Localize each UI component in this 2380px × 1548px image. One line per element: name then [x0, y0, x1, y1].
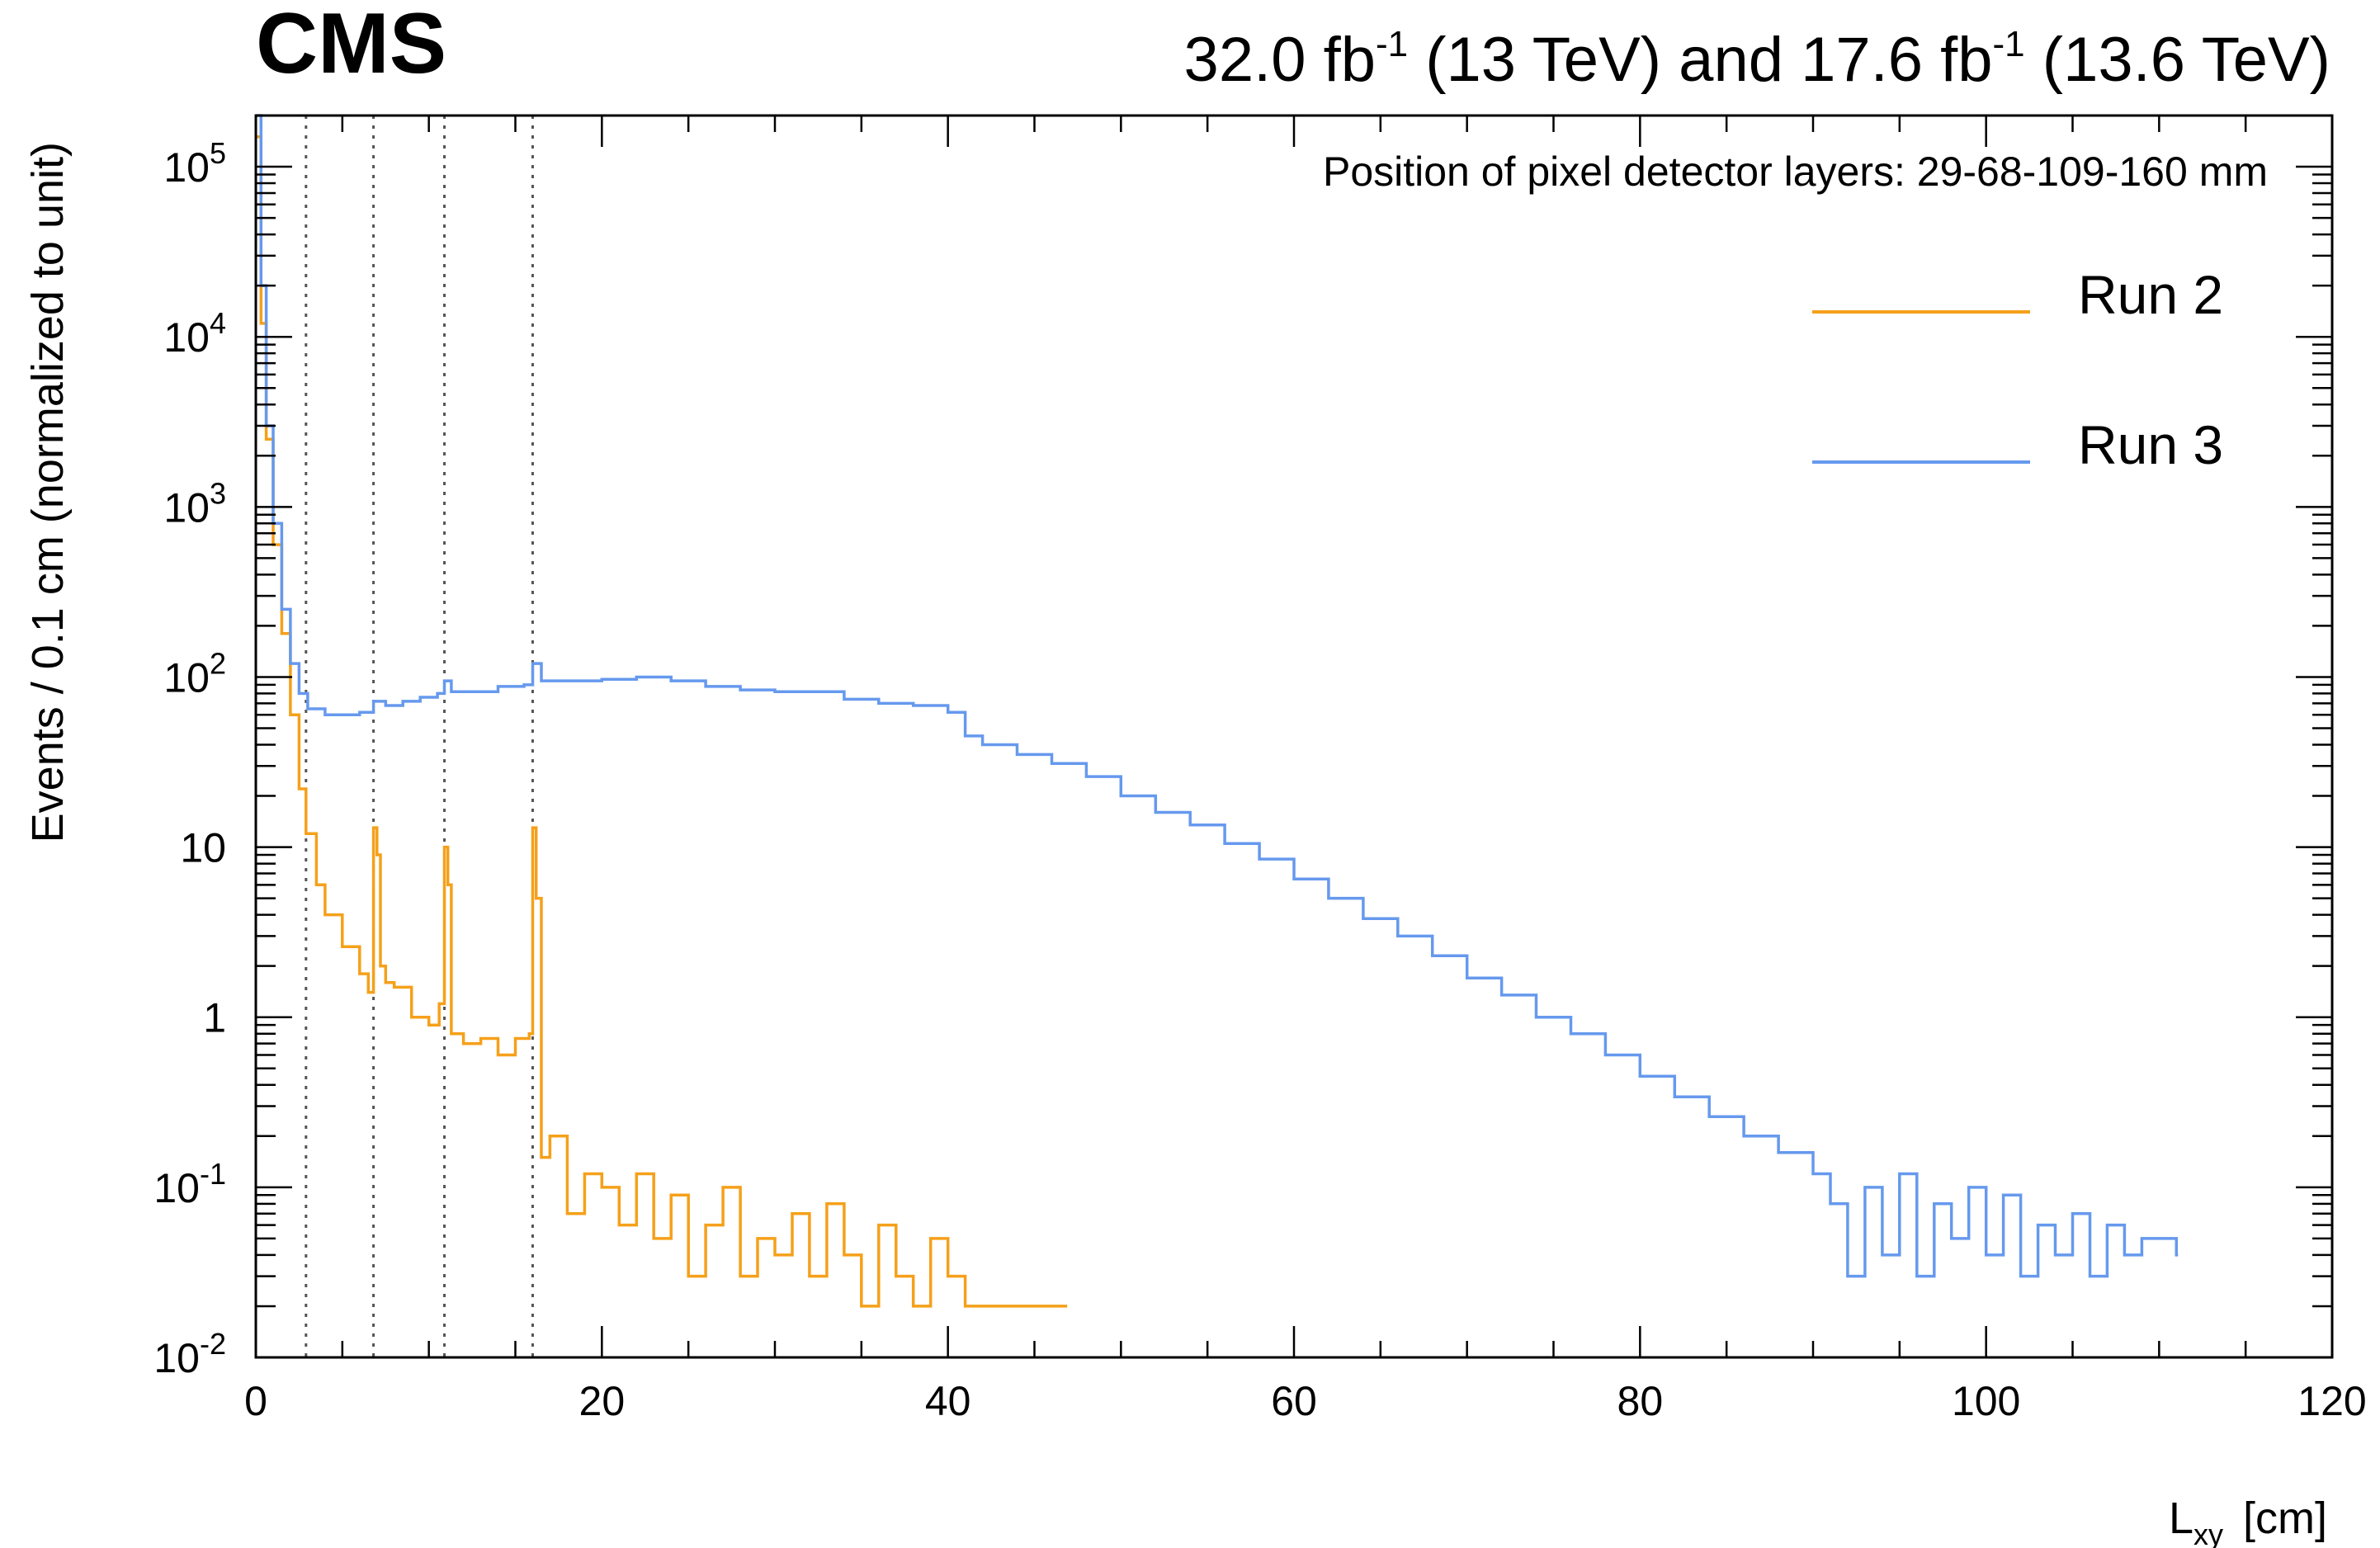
detector-layers-annotation: Position of pixel detector layers: 29-68… [1323, 149, 2268, 195]
plot-frame [254, 114, 2334, 1359]
x-tick-label: 40 [925, 1378, 971, 1424]
x-axis-title: Lxy [cm] [2169, 1494, 2327, 1548]
y-tick-label: 10 [180, 825, 226, 871]
y-tick-label: 104 [163, 306, 226, 361]
lumi-part3: (13.6 TeV) [2025, 25, 2330, 95]
x-tick-label: 20 [579, 1378, 626, 1424]
luminosity-label: 32.0 fb-1 (13 TeV) and 17.6 fb-1 (13.6 T… [1184, 24, 2330, 95]
pixel-layer-lines [305, 116, 534, 1357]
lumi-part1: 32.0 fb [1184, 25, 1376, 95]
series-line-2 [256, 114, 2179, 1278]
lumi-part2: (13 TeV) and 17.6 fb [1408, 25, 1992, 95]
y-tick-label: 102 [163, 646, 226, 701]
y-tick-label: 1 [203, 995, 226, 1041]
axis-ticks [254, 114, 2334, 1359]
x-axis-title-main: L [2169, 1494, 2193, 1543]
legend: Run 2 Run 3 [1812, 264, 2223, 475]
x-axis-title-unit: [cm] [2243, 1494, 2327, 1543]
series-line-1 [256, 135, 1068, 1308]
x-tick-label: 80 [1617, 1378, 1664, 1424]
y-tick-label: 10-2 [153, 1327, 226, 1381]
y-axis-title: Events / 0.1 cm (normalized to unit) [23, 142, 73, 842]
x-tick-label: 0 [244, 1378, 267, 1424]
y-tick-label: 105 [163, 136, 226, 191]
x-axis-title-sub: xy [2193, 1517, 2223, 1548]
legend-label-1: Run 2 [2078, 264, 2223, 325]
x-tick-label: 100 [1952, 1378, 2020, 1424]
series-group [256, 114, 2179, 1308]
x-tick-label: 120 [2297, 1378, 2366, 1424]
y-tick-label: 10-1 [153, 1157, 226, 1211]
x-tick-label: 60 [1271, 1378, 1317, 1424]
lumi-sup2: -1 [1993, 24, 2025, 64]
experiment-label: CMS [256, 0, 446, 92]
axis-tick-labels: 0 20 40 60 80 100 120 10-2 10-1 1 10 102 103 104 105 [153, 136, 2366, 1424]
y-tick-label: 103 [163, 476, 226, 531]
lumi-sup1: -1 [1376, 24, 1408, 64]
legend-label-2: Run 3 [2078, 414, 2223, 475]
